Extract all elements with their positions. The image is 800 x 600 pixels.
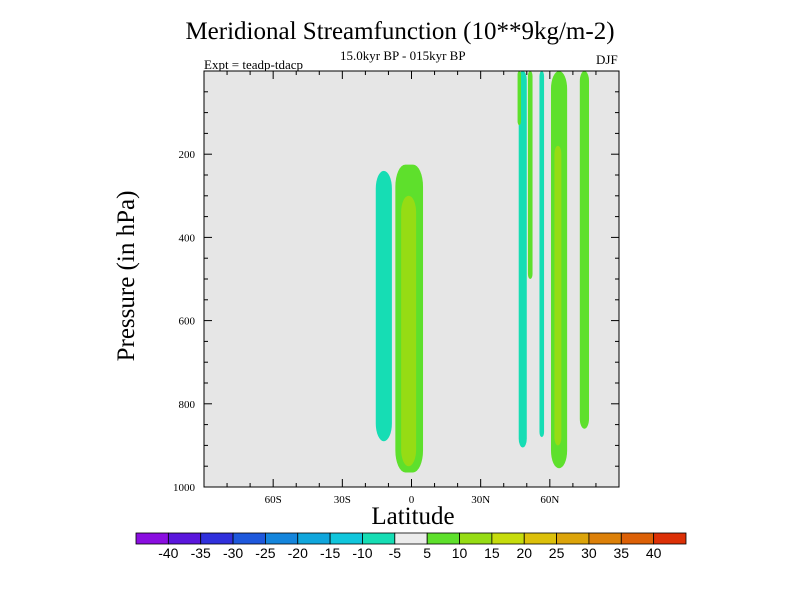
experiment-label: Expt = teadp-tdacp: [204, 57, 304, 72]
y-tick-label: 800: [179, 399, 196, 411]
colorbar-label: -40: [158, 545, 178, 561]
x-tick-label: 60N: [540, 494, 559, 506]
season-label: DJF: [596, 52, 618, 67]
colorbar-swatch: [167, 532, 202, 545]
contour-pos-band-50n: [517, 71, 522, 126]
y-tick-label: 400: [179, 232, 196, 244]
x-axis-label: Latitude: [371, 503, 455, 530]
colorbar-swatch: [620, 532, 655, 545]
colorbar-label: 10: [452, 545, 468, 561]
colorbar-label: 30: [581, 545, 597, 561]
colorbar-label: -35: [191, 545, 211, 561]
colorbar-swatch: [523, 532, 557, 545]
x-tick-label: 0: [409, 494, 415, 506]
colorbar-swatch: [588, 532, 622, 545]
colorbar-swatch: [459, 532, 493, 545]
colorbar-label: -20: [288, 545, 308, 561]
colorbar-label: 15: [484, 545, 500, 561]
colorbar-swatch: [265, 532, 299, 545]
colorbar-label: -30: [223, 545, 243, 561]
x-tick-label: 30S: [334, 494, 351, 506]
contour-pos-band-52n: [527, 71, 533, 279]
colorbar-swatch: [653, 532, 687, 545]
colorbar: -40 -35 -30 -25 -20 -15 -10 -5 5 10 15 20 25 30 35 40: [135, 532, 687, 561]
chart-title: Meridional Streamfunction (10**9kg/m-2): [185, 18, 615, 45]
contour-pos-core-63n: [554, 145, 562, 446]
colorbar-label: -5: [389, 545, 402, 561]
colorbar-label: 40: [646, 545, 662, 561]
colorbar-swatch: [491, 532, 525, 545]
colorbar-label: 5: [423, 545, 431, 561]
y-tick-label: 1000: [173, 482, 196, 494]
contour-neg-band-57n: [539, 71, 545, 438]
colorbar-label: 35: [614, 545, 630, 561]
colorbar-label: -10: [352, 545, 372, 561]
y-tick-label: 200: [179, 149, 196, 161]
colorbar-swatch: [297, 532, 331, 545]
colorbar-swatch: [329, 532, 363, 545]
contour-pos-band-75n: [579, 71, 590, 429]
colorbar-swatch: [135, 532, 169, 545]
colorbar-label: -15: [320, 545, 340, 561]
contour-neg-band-eq: [375, 170, 392, 442]
colorbar-swatch: [556, 532, 590, 545]
chart-subtitle: 15.0kyr BP - 015kyr BP: [340, 48, 466, 63]
contour-neg-band-50n-a: [518, 71, 527, 448]
colorbar-swatch: [362, 532, 396, 545]
x-tick-label: 30N: [471, 494, 490, 506]
plot-axes: 200 400 600 800 1000 60S 30S 0 30N 60N: [173, 70, 620, 506]
colorbar-label: -25: [255, 545, 275, 561]
colorbar-swatch: [426, 532, 460, 545]
colorbar-swatch: [200, 532, 234, 545]
colorbar-label: 20: [516, 545, 532, 561]
colorbar-swatch: [232, 532, 266, 545]
y-tick-label: 600: [179, 316, 196, 328]
x-tick-label: 60S: [265, 494, 282, 506]
colorbar-label: 25: [549, 545, 565, 561]
colorbar-swatch: [394, 532, 428, 545]
contour-pos-core-eq: [401, 195, 417, 467]
contour-fills: [375, 71, 590, 473]
